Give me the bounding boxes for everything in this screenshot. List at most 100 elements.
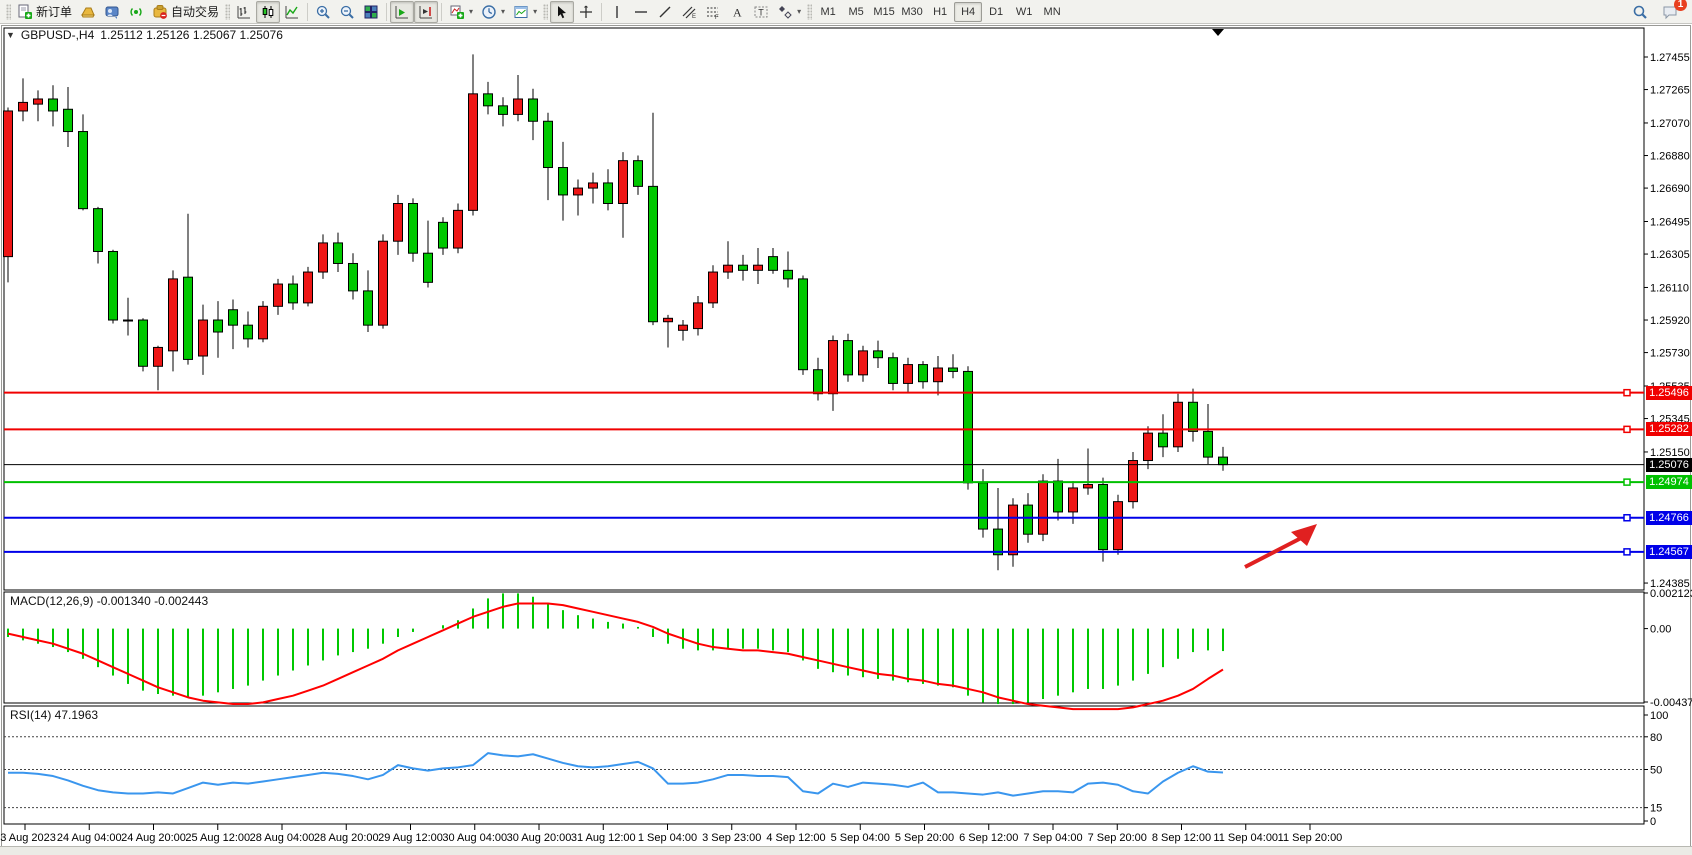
search-button[interactable] [1628, 1, 1652, 23]
svg-text:11 Sep 20:00: 11 Sep 20:00 [1278, 832, 1343, 844]
price-tag-support-blue-1[interactable]: 1.24766 [1646, 510, 1692, 525]
shift-end-button[interactable] [390, 0, 415, 23]
profiles-button[interactable] [76, 1, 100, 23]
fibonacci-button[interactable]: F [701, 1, 725, 23]
notification-badge: 1 [1674, 0, 1687, 11]
svg-text:A: A [733, 5, 742, 19]
price-tag-support-blue-2[interactable]: 1.24567 [1646, 544, 1692, 559]
chart-canvas: 1.27455 1.27265 1.27070 1.26880 1.26690 1.264… [0, 25, 1692, 852]
indicators-button[interactable]: ▾ [445, 1, 477, 23]
svg-text:80: 80 [1650, 732, 1662, 744]
candlestick-chart-button[interactable] [256, 0, 281, 23]
auto-scroll-button[interactable] [414, 0, 439, 23]
timeframe-m30[interactable]: M30 [901, 5, 923, 18]
timeframe-m15[interactable]: M15 [873, 5, 895, 18]
signals-button[interactable] [124, 1, 148, 23]
line-chart-button[interactable] [280, 1, 304, 23]
toolbar-grip[interactable] [543, 3, 549, 20]
cursor-button[interactable] [550, 0, 575, 23]
svg-text:28 Aug 20:00: 28 Aug 20:00 [314, 832, 379, 844]
periods-icon [482, 4, 496, 19]
periods-button[interactable]: ▾ [477, 1, 509, 23]
timeframe-d1[interactable]: D1 [989, 5, 1004, 18]
toolbar-grip[interactable] [225, 3, 231, 20]
svg-text:30 Aug 04:00: 30 Aug 04:00 [442, 832, 507, 844]
svg-text:-0.004378: -0.004378 [1650, 697, 1692, 709]
svg-text:1.27265: 1.27265 [1650, 85, 1690, 97]
svg-text:31 Aug 12:00: 31 Aug 12:00 [571, 832, 636, 844]
price-pane[interactable] [4, 28, 1644, 590]
label-button[interactable]: T [749, 1, 773, 23]
timeframe-mn[interactable]: MN [1043, 5, 1061, 18]
toolbar-grip[interactable] [807, 3, 813, 20]
zoom-out-button[interactable] [335, 1, 359, 23]
svg-text:5 Sep 20:00: 5 Sep 20:00 [895, 832, 954, 844]
zoom-in-button[interactable] [311, 1, 335, 23]
svg-text:1 Sep 04:00: 1 Sep 04:00 [638, 832, 697, 844]
timeframe-toolbar: M1 M5 M15 M30 H1 H4 D1 W1 MN [814, 1, 1066, 22]
horizontal-line-button[interactable] [629, 1, 653, 23]
macd-pane[interactable] [4, 592, 1644, 703]
autotrade-icon [153, 4, 167, 19]
label-icon: T [754, 6, 768, 17]
svg-text:23 Aug 2023: 23 Aug 2023 [0, 832, 56, 844]
channel-button[interactable]: E [677, 1, 701, 23]
ohlc-values: 1.25112 1.25126 1.25067 1.25076 [100, 28, 283, 42]
timeframe-w1[interactable]: W1 [1015, 5, 1033, 18]
auto-scroll-icon [419, 5, 433, 18]
svg-text:100: 100 [1650, 710, 1668, 722]
new-order-icon [18, 4, 32, 19]
svg-text:0.002123: 0.002123 [1650, 588, 1692, 600]
shapes-icon [779, 5, 792, 19]
svg-text:1.26880: 1.26880 [1650, 151, 1690, 163]
price-tag-resistance-2[interactable]: 1.25282 [1646, 422, 1692, 437]
macd-label: MACD(12,26,9) -0.001340 -0.002443 [10, 594, 209, 608]
svg-text:25 Aug 12:00: 25 Aug 12:00 [185, 832, 250, 844]
vertical-line-icon [616, 5, 618, 18]
svg-text:11 Sep 04:00: 11 Sep 04:00 [1213, 832, 1278, 844]
candlesticks [3, 54, 1228, 571]
tile-windows-button[interactable] [359, 1, 383, 23]
zoom-out-icon [340, 5, 354, 19]
crosshair-button[interactable] [574, 1, 598, 23]
autotrading-label: 自动交易 [171, 5, 220, 19]
new-order-button[interactable]: 新订单 [13, 1, 76, 23]
trend-arrow-annotation[interactable] [1244, 524, 1317, 569]
svg-text:29 Aug 12:00: 29 Aug 12:00 [378, 832, 443, 844]
price-tag-resistance-1[interactable]: 1.25496 [1646, 385, 1692, 400]
bar-chart-button[interactable] [232, 1, 256, 23]
bar-chart-icon [237, 5, 251, 18]
svg-text:1.26495: 1.26495 [1650, 216, 1690, 228]
macd-histogram [7, 593, 1224, 705]
svg-text:1.27070: 1.27070 [1650, 118, 1690, 130]
channel-icon: E [682, 6, 696, 20]
svg-text:1.25150: 1.25150 [1650, 447, 1690, 459]
rsi-pane[interactable] [4, 706, 1644, 824]
timeframe-m5[interactable]: M5 [848, 5, 864, 18]
templates-button[interactable]: ▾ [509, 1, 541, 23]
community-button[interactable] [100, 1, 124, 23]
toolbar-grip[interactable] [6, 3, 11, 20]
autotrading-button[interactable]: 自动交易 [148, 1, 223, 23]
timeframe-h4[interactable]: H4 [954, 1, 983, 22]
cursor-icon [558, 5, 567, 18]
shift-marker-icon[interactable] [1212, 29, 1224, 36]
shapes-button[interactable]: ▾ [773, 1, 805, 23]
trendline-button[interactable] [653, 1, 677, 23]
community-icon [105, 6, 119, 19]
vertical-line-button[interactable] [605, 1, 629, 23]
svg-text:28 Aug 04:00: 28 Aug 04:00 [250, 832, 315, 844]
tile-windows-icon [364, 5, 378, 18]
svg-text:0.00: 0.00 [1650, 624, 1671, 636]
timeframe-h1[interactable]: H1 [933, 5, 948, 18]
horizontal-line-icon [635, 10, 648, 13]
timeframe-m1[interactable]: M1 [820, 5, 836, 18]
svg-text:6 Sep 12:00: 6 Sep 12:00 [959, 832, 1018, 844]
price-tag-current-price[interactable]: 1.25076 [1646, 457, 1692, 472]
price-tag-support-green[interactable]: 1.24974 [1646, 475, 1692, 490]
collapse-icon[interactable]: ▼ [6, 30, 15, 40]
notifications-button[interactable]: 1 [1658, 0, 1687, 23]
svg-text:30 Aug 20:00: 30 Aug 20:00 [507, 832, 572, 844]
text-button[interactable]: A [725, 1, 749, 23]
